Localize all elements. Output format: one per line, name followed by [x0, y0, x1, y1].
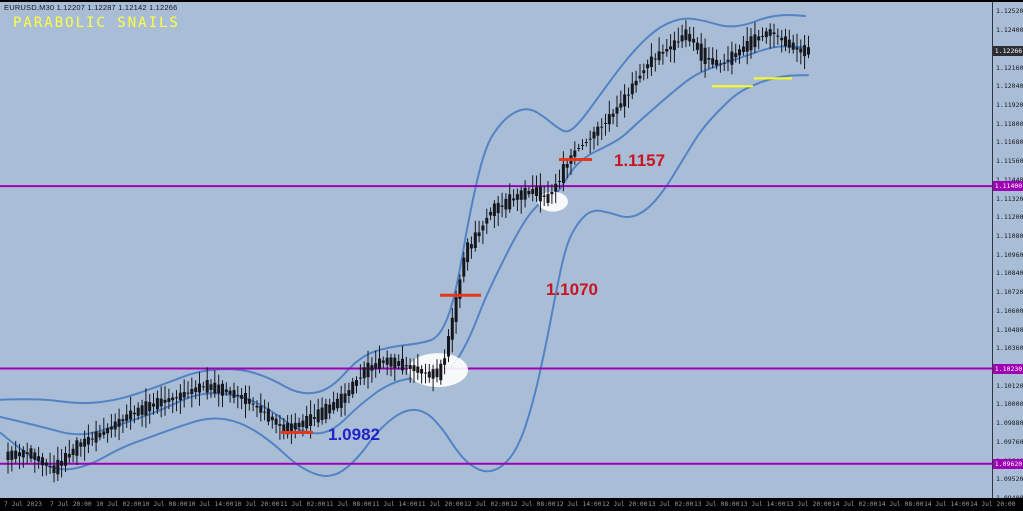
price-axis[interactable]: 1.125201.124001.122801.121601.120401.119… [992, 2, 1023, 498]
highlight-ellipse [538, 191, 568, 212]
price-annotation: 1.0982 [328, 425, 380, 445]
time-tick-label: 11 Jul 08:00 [326, 501, 372, 508]
time-tick-label: 11 Jul 02:00 [280, 501, 326, 508]
time-tick-label: 13 Jul 08:00 [694, 501, 740, 508]
price-tick-label: 1.09760 [996, 437, 1023, 446]
price-tick-label: 1.11080 [996, 231, 1023, 240]
time-tick-label: 11 Jul 14:00 [372, 501, 418, 508]
time-tick-label: 14 Jul 08:00 [878, 501, 924, 508]
price-tick-label: 1.10720 [996, 288, 1023, 297]
price-tick-label: 1.10120 [996, 381, 1023, 390]
price-annotation: 1.1157 [614, 150, 666, 170]
price-tick-label: 1.11920 [996, 100, 1023, 109]
price-tick-label: 1.10960 [996, 250, 1023, 259]
hline-price-box: 1.09620 [993, 458, 1023, 469]
current-price-box: 1.12266 [993, 45, 1023, 56]
price-annotation: 1.1070 [546, 280, 598, 300]
band-lower [0, 74, 809, 477]
band-upper [0, 14, 806, 405]
indicator-title: PARABOLIC SNAILS [13, 15, 180, 31]
price-tick-label: 1.10360 [996, 344, 1023, 353]
price-tick-label: 1.11560 [996, 157, 1023, 166]
price-tick-label: 1.12160 [996, 63, 1023, 72]
price-tick-label: 1.11680 [996, 138, 1023, 147]
hline-price-box: 1.10230 [993, 363, 1023, 374]
hline-price-box: 1.11400 [993, 181, 1023, 192]
price-tick-label: 1.09880 [996, 419, 1023, 428]
price-tick-label: 1.11800 [996, 119, 1023, 128]
time-tick-label: 13 Jul 02:00 [648, 501, 694, 508]
time-axis[interactable]: 7 Jul 2023 7 Jul 20:00 10 Jul 02:00 10 Jul … [0, 498, 1023, 511]
symbol-ohlc-info: EURUSD,M30 1.12207 1.12287 1.12142 1.122… [4, 3, 178, 12]
price-tick-label: 1.11320 [996, 194, 1023, 203]
time-tick-label: 7 Jul 20:00 [50, 501, 92, 508]
band-middle [0, 45, 803, 436]
price-tick-label: 1.12400 [996, 26, 1023, 35]
price-tick-label: 1.11440 [996, 175, 1023, 184]
time-tick-label: 12 Jul 02:00 [464, 501, 510, 508]
time-tick-label: 12 Jul 08:00 [510, 501, 556, 508]
price-tick-label: 1.12040 [996, 82, 1023, 91]
price-tick-label: 1.09400 [996, 494, 1023, 498]
time-tick-label: 14 Jul 02:00 [832, 501, 878, 508]
candle-wicks [7, 20, 809, 483]
price-tick-label: 1.11200 [996, 213, 1023, 222]
time-tick-label: 14 Jul 20:00 [970, 501, 1016, 508]
price-chart-canvas [0, 14, 992, 483]
price-tick-label: 1.09520 [996, 475, 1023, 484]
time-tick-label: 14 Jul 14:00 [924, 501, 970, 508]
time-tick-label: 10 Jul 20:00 [234, 501, 280, 508]
price-tick-label: 1.12520 [996, 7, 1023, 16]
time-tick-label: 7 Jul 2023 [4, 501, 42, 508]
time-tick-label: 11 Jul 20:00 [418, 501, 464, 508]
price-tick-label: 1.10840 [996, 269, 1023, 278]
candle-bodies [6, 29, 810, 475]
price-tick-label: 1.10600 [996, 306, 1023, 315]
time-tick-label: 13 Jul 20:00 [786, 501, 832, 508]
time-tick-label: 10 Jul 14:00 [188, 501, 234, 508]
price-tick-label: 1.10000 [996, 400, 1023, 409]
time-tick-label: 12 Jul 20:00 [602, 501, 648, 508]
chart-plot-area[interactable]: EURUSD,M30 1.12207 1.12287 1.12142 1.122… [0, 2, 992, 498]
time-tick-label: 10 Jul 02:00 [96, 501, 142, 508]
time-tick-label: 13 Jul 14:00 [740, 501, 786, 508]
price-tick-label: 1.10480 [996, 325, 1023, 334]
time-tick-label: 12 Jul 14:00 [556, 501, 602, 508]
time-tick-label: 10 Jul 08:00 [142, 501, 188, 508]
